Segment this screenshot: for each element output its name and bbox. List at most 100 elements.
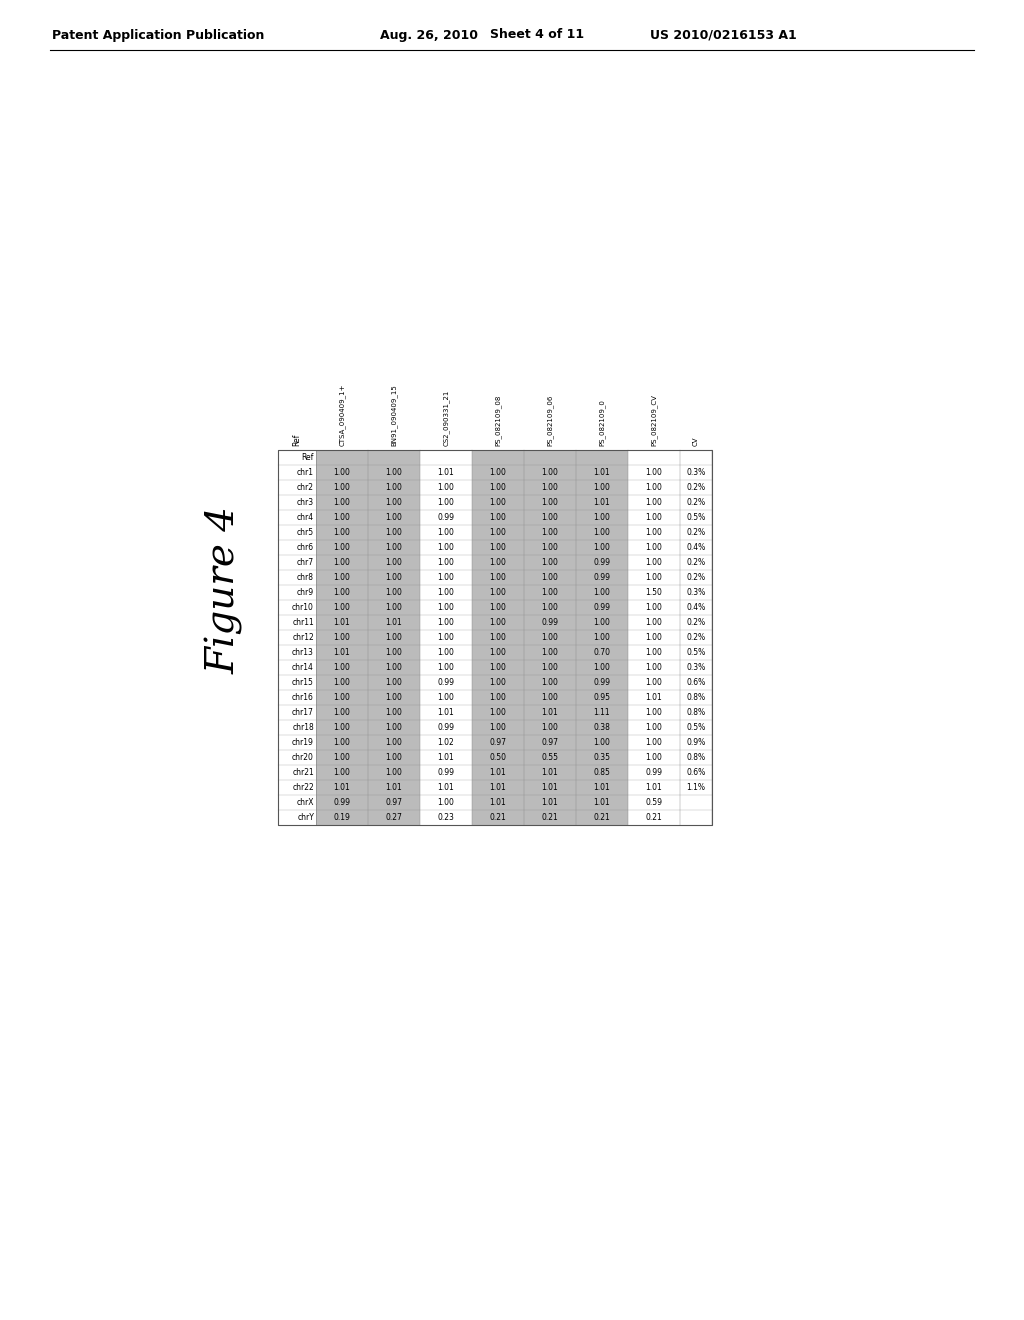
Text: 1.00: 1.00 — [645, 558, 663, 568]
Text: 1.01: 1.01 — [437, 469, 455, 477]
Text: 1.00: 1.00 — [489, 618, 507, 627]
Text: 1.01: 1.01 — [542, 768, 558, 777]
Text: 1.00: 1.00 — [437, 663, 455, 672]
Text: 0.2%: 0.2% — [686, 528, 706, 537]
Text: Aug. 26, 2010: Aug. 26, 2010 — [380, 29, 478, 41]
Text: 0.99: 0.99 — [437, 678, 455, 686]
Text: 1.00: 1.00 — [645, 678, 663, 686]
Text: PS_082109_08: PS_082109_08 — [495, 395, 502, 446]
Text: 1.00: 1.00 — [542, 587, 558, 597]
Text: 0.99: 0.99 — [594, 573, 610, 582]
Text: 0.5%: 0.5% — [686, 723, 706, 733]
Text: 0.3%: 0.3% — [686, 469, 706, 477]
Text: 1.00: 1.00 — [594, 513, 610, 521]
Text: 1.00: 1.00 — [645, 513, 663, 521]
Text: 0.99: 0.99 — [594, 678, 610, 686]
Text: 1.00: 1.00 — [645, 528, 663, 537]
Text: 1.00: 1.00 — [386, 663, 402, 672]
Text: 1.00: 1.00 — [386, 708, 402, 717]
Text: 1.00: 1.00 — [334, 483, 350, 492]
Text: 0.70: 0.70 — [594, 648, 610, 657]
Text: chr12: chr12 — [292, 634, 314, 642]
Text: 0.99: 0.99 — [645, 768, 663, 777]
Text: 1.00: 1.00 — [594, 738, 610, 747]
Text: 1.00: 1.00 — [334, 693, 350, 702]
Text: 1.00: 1.00 — [437, 648, 455, 657]
Text: 1.00: 1.00 — [489, 558, 507, 568]
Text: 0.9%: 0.9% — [686, 738, 706, 747]
Text: 0.97: 0.97 — [542, 738, 558, 747]
Text: chrY: chrY — [297, 813, 314, 822]
Text: 0.99: 0.99 — [542, 618, 558, 627]
Text: 1.00: 1.00 — [334, 723, 350, 733]
Text: chr4: chr4 — [297, 513, 314, 521]
Text: 0.59: 0.59 — [645, 799, 663, 807]
Text: 1.00: 1.00 — [542, 678, 558, 686]
Text: BN91_090409_15: BN91_090409_15 — [390, 384, 397, 446]
Text: 1.00: 1.00 — [542, 543, 558, 552]
Text: 1.00: 1.00 — [386, 634, 402, 642]
Text: 1.01: 1.01 — [594, 469, 610, 477]
Text: 1.00: 1.00 — [334, 513, 350, 521]
Text: 0.8%: 0.8% — [686, 708, 706, 717]
Text: 1.01: 1.01 — [437, 783, 455, 792]
Text: 1.00: 1.00 — [645, 708, 663, 717]
Text: 1.00: 1.00 — [386, 558, 402, 568]
Text: 1.00: 1.00 — [386, 723, 402, 733]
Text: 0.21: 0.21 — [594, 813, 610, 822]
Text: Patent Application Publication: Patent Application Publication — [52, 29, 264, 41]
Text: 1.00: 1.00 — [489, 693, 507, 702]
Text: 1.00: 1.00 — [437, 558, 455, 568]
Text: 1.02: 1.02 — [437, 738, 455, 747]
Text: 1.00: 1.00 — [489, 648, 507, 657]
Text: 1.00: 1.00 — [334, 738, 350, 747]
Text: 0.99: 0.99 — [437, 513, 455, 521]
Text: 1.00: 1.00 — [437, 528, 455, 537]
Text: 1.00: 1.00 — [645, 469, 663, 477]
Text: chr13: chr13 — [292, 648, 314, 657]
Text: 1.00: 1.00 — [386, 693, 402, 702]
Text: 1.01: 1.01 — [437, 752, 455, 762]
Text: 0.2%: 0.2% — [686, 573, 706, 582]
Text: 1.00: 1.00 — [645, 543, 663, 552]
Text: 1.00: 1.00 — [334, 543, 350, 552]
Text: 1.00: 1.00 — [542, 498, 558, 507]
Text: 0.99: 0.99 — [437, 723, 455, 733]
Text: 1.00: 1.00 — [594, 618, 610, 627]
Text: 1.00: 1.00 — [334, 663, 350, 672]
Text: chr2: chr2 — [297, 483, 314, 492]
Bar — [368, 450, 420, 825]
Text: PS_082109_06: PS_082109_06 — [547, 395, 553, 446]
Text: chr9: chr9 — [297, 587, 314, 597]
Text: 1.00: 1.00 — [542, 483, 558, 492]
Text: 1.00: 1.00 — [386, 513, 402, 521]
Text: 1.00: 1.00 — [437, 693, 455, 702]
Text: 1.00: 1.00 — [386, 573, 402, 582]
Text: 0.85: 0.85 — [594, 768, 610, 777]
Text: 1.00: 1.00 — [645, 738, 663, 747]
Text: 0.2%: 0.2% — [686, 483, 706, 492]
Text: 1.00: 1.00 — [386, 603, 402, 612]
Text: CTSA_090409_1+: CTSA_090409_1+ — [339, 384, 345, 446]
Text: 1.00: 1.00 — [645, 663, 663, 672]
Text: 1.00: 1.00 — [594, 543, 610, 552]
Text: 1.00: 1.00 — [542, 693, 558, 702]
Bar — [316, 450, 368, 825]
Text: Ref: Ref — [293, 434, 301, 446]
Text: 0.8%: 0.8% — [686, 752, 706, 762]
Text: 1.00: 1.00 — [489, 469, 507, 477]
Text: Sheet 4 of 11: Sheet 4 of 11 — [490, 29, 584, 41]
Text: 1.01: 1.01 — [542, 708, 558, 717]
Text: chr20: chr20 — [292, 752, 314, 762]
Text: chrX: chrX — [297, 799, 314, 807]
Text: chr1: chr1 — [297, 469, 314, 477]
Text: 1.00: 1.00 — [386, 752, 402, 762]
Text: Ref: Ref — [302, 453, 314, 462]
Text: 1.00: 1.00 — [489, 513, 507, 521]
Text: 1.00: 1.00 — [437, 483, 455, 492]
Text: 1.00: 1.00 — [437, 543, 455, 552]
Text: 1.01: 1.01 — [334, 618, 350, 627]
Text: 1.01: 1.01 — [594, 799, 610, 807]
Text: 1.00: 1.00 — [334, 528, 350, 537]
Text: 0.2%: 0.2% — [686, 634, 706, 642]
